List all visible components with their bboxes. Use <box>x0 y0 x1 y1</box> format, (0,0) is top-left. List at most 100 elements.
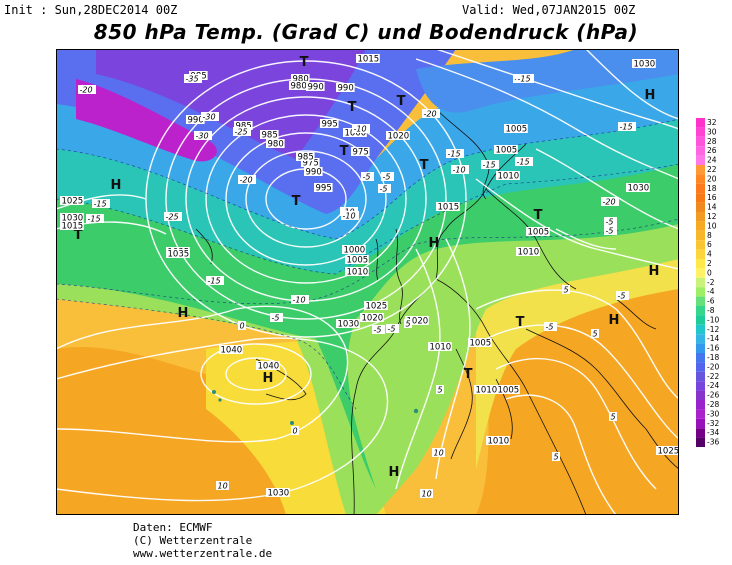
temperature-label: -5 <box>381 172 394 182</box>
pressure-label: 1025 <box>656 446 679 457</box>
svg-text:1015: 1015 <box>438 203 460 213</box>
legend-swatch <box>696 437 705 447</box>
temperature-label: -5 <box>616 291 629 301</box>
svg-text:1010: 1010 <box>518 248 540 258</box>
legend-label: -16 <box>707 344 719 353</box>
legend-swatch <box>696 268 705 278</box>
pressure-label: 1020 <box>386 131 410 142</box>
svg-text:1025: 1025 <box>62 197 84 207</box>
svg-text:-30: -30 <box>203 113 216 122</box>
svg-text:1040: 1040 <box>258 362 280 372</box>
low-marker: T <box>340 144 349 159</box>
svg-text:1015: 1015 <box>358 55 380 65</box>
svg-text:-25: -25 <box>166 213 179 222</box>
svg-text:10: 10 <box>434 449 444 458</box>
legend-swatch <box>696 381 705 391</box>
svg-text:-15: -15 <box>208 277 221 286</box>
svg-text:10: 10 <box>422 490 432 499</box>
legend-swatch <box>696 287 705 297</box>
legend-label: 12 <box>707 212 717 221</box>
legend-label: 6 <box>707 240 712 249</box>
credits-data-source: Daten: ECMWF <box>133 521 213 534</box>
legend-label: -36 <box>707 438 719 447</box>
islands <box>212 390 419 425</box>
svg-text:975: 975 <box>353 148 369 158</box>
legend-swatch <box>696 353 705 363</box>
svg-text:1040: 1040 <box>221 346 243 356</box>
svg-text:980: 980 <box>291 82 307 92</box>
svg-text:-5: -5 <box>388 325 396 334</box>
legend-swatch <box>696 334 705 344</box>
land-outlines <box>195 108 679 515</box>
map-frame <box>56 49 679 515</box>
svg-text:-20: -20 <box>603 198 616 207</box>
svg-text:-20: -20 <box>424 110 437 119</box>
svg-text:-15: -15 <box>483 161 496 170</box>
svg-text:5: 5 <box>406 320 411 329</box>
pressure-label: 1025 <box>364 301 388 312</box>
legend-swatch <box>696 193 705 203</box>
svg-text:1025: 1025 <box>366 302 388 312</box>
temperature-label: -5 <box>378 184 391 194</box>
legend-swatch <box>696 390 705 400</box>
legend-swatch <box>696 127 705 137</box>
pressure-centers: H H H H H H H H T T T T T T T T T T <box>74 55 660 480</box>
temperature-label: -5 <box>544 322 557 332</box>
temperature-label: -15 <box>92 199 110 209</box>
svg-text:1005: 1005 <box>470 339 492 349</box>
low-marker: T <box>516 315 525 330</box>
temperature-label: 5 <box>609 412 617 422</box>
pressure-label: 990 <box>186 115 205 126</box>
svg-text:-5: -5 <box>383 173 391 182</box>
temperature-labels: -20 -35 -30 -30 -25 -20 -15 -25 -15 -10 -15 -10 -5 -1… <box>78 74 636 499</box>
pressure-label: 1010 <box>486 436 510 447</box>
temperature-label: 5 <box>404 319 412 329</box>
legend-label: 16 <box>707 193 717 202</box>
legend-swatch <box>696 409 705 419</box>
svg-text:-5: -5 <box>380 185 388 194</box>
temperature-label: -30 <box>201 112 219 122</box>
pressure-label: 975 <box>301 158 320 169</box>
temperature-label: 5 <box>552 452 560 462</box>
legend-label: -34 <box>707 428 719 437</box>
pressure-label: 1020 <box>360 313 384 324</box>
svg-text:10: 10 <box>218 482 228 491</box>
yellow-zone-east <box>476 249 679 469</box>
legend-label: 24 <box>707 156 717 165</box>
svg-text:1005: 1005 <box>498 386 520 396</box>
svg-text:1010: 1010 <box>347 268 369 278</box>
pressure-label: 1010 <box>496 171 520 182</box>
svg-text:-10: -10 <box>343 212 356 221</box>
pressure-label: 995 <box>320 119 339 130</box>
temperature-label: -20 <box>601 197 619 207</box>
svg-text:-5: -5 <box>546 323 554 332</box>
svg-text:-25: -25 <box>235 128 248 137</box>
legend-swatch <box>696 249 705 259</box>
svg-text:990: 990 <box>306 168 322 178</box>
temperature-label: -15 <box>515 157 533 167</box>
svg-text:1005: 1005 <box>347 256 369 266</box>
pressure-label: 980 <box>266 139 285 150</box>
svg-text:1005: 1005 <box>506 125 528 135</box>
svg-text:985: 985 <box>262 131 278 141</box>
svg-text:1020: 1020 <box>407 317 429 327</box>
svg-text:990: 990 <box>188 116 204 126</box>
high-marker: H <box>111 178 122 193</box>
svg-text:985: 985 <box>236 122 252 132</box>
svg-text:-35: -35 <box>186 75 199 84</box>
legend-swatch <box>696 306 705 316</box>
temperature-label: -15 <box>481 160 499 170</box>
green-zone <box>56 159 679 489</box>
legend-swatch <box>696 202 705 212</box>
pressure-label: 980 <box>289 81 308 92</box>
legend-swatch <box>696 136 705 147</box>
legend-label: -4 <box>707 287 715 296</box>
legend-swatch <box>696 371 705 382</box>
low-marker: T <box>420 158 429 173</box>
pressure-label: 1010 <box>516 247 540 258</box>
high-marker: H <box>429 236 440 251</box>
svg-text:1005: 1005 <box>528 228 550 238</box>
legend-swatch <box>696 418 705 429</box>
legend-swatch <box>696 240 705 250</box>
svg-text:1005: 1005 <box>496 146 518 156</box>
